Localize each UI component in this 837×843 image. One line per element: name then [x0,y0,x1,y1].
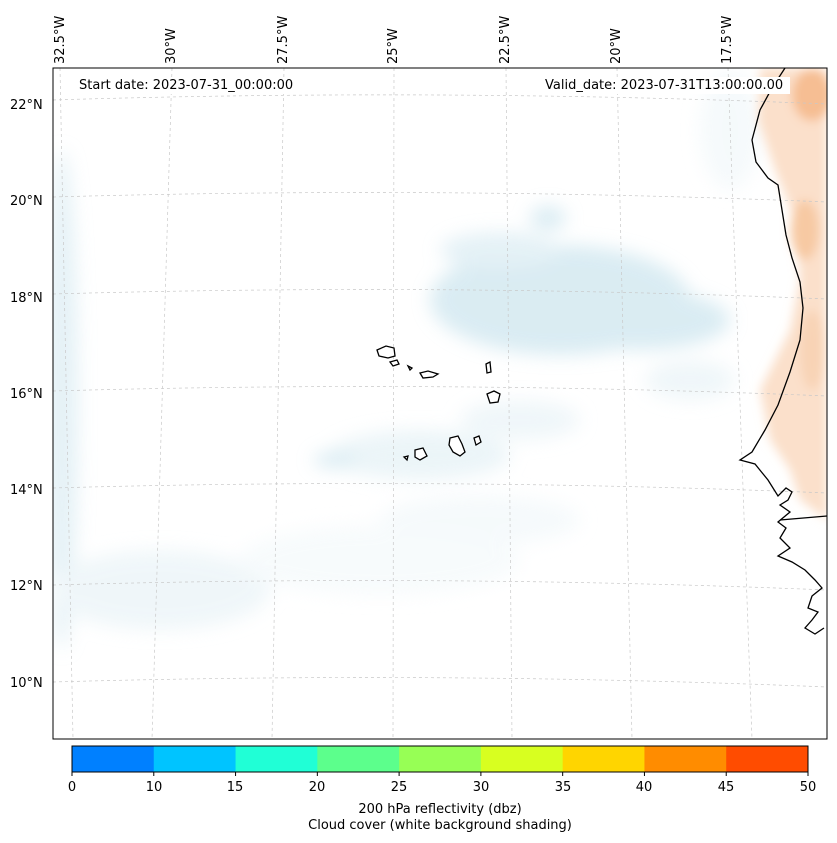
colorbar-tick-label: 10 [145,780,163,795]
start-date-label: Start date: 2023-07-31_00:00:00 [72,77,301,94]
colorbar-segment [399,746,482,772]
lat-label-14n: 14°N [10,483,43,498]
lon-label-20w: 20°W [609,28,624,64]
lat-label-16n: 16°N [10,387,43,402]
colorbar-segment [726,746,809,772]
lat-label-18n: 18°N [10,291,43,306]
cloud-cover-shading [53,70,760,650]
colorbar-tick-label: 20 [308,780,326,795]
colorbar-segment [235,746,318,772]
colorbar-tick-label: 35 [554,780,572,795]
colorbar-segment [562,746,645,772]
coastline-gambia [779,515,827,521]
colorbar [71,745,809,776]
lon-label-30w: 30°W [164,28,179,64]
coastline [738,68,825,635]
lon-label-32-5w: 32.5°W [53,15,68,64]
lon-label-17-5w: 17.5°W [720,15,735,64]
lat-label-12n: 12°N [10,579,43,594]
colorbar-segment [480,746,564,772]
colorbar-tick-label: 30 [472,780,490,795]
map-frame [52,67,828,740]
colorbar-title: 200 hPa reflectivity (dbz) [358,802,522,817]
lat-label-10n: 10°N [10,676,43,691]
colorbar-subtitle: Cloud cover (white background shading) [308,818,572,833]
map-gridlines [53,68,827,739]
lon-label-25w: 25°W [386,28,401,64]
colorbar-tick-label: 40 [635,780,653,795]
colorbar-tick-label: 25 [390,780,408,795]
colorbar-segment [644,746,727,772]
colorbar-tick-label: 15 [226,780,244,795]
lon-label-22-5w: 22.5°W [498,15,513,64]
colorbar-frame [71,745,809,773]
colorbar-tick-label: 0 [67,780,77,795]
colorbar-segment [72,746,155,772]
colorbar-segment [153,746,237,772]
colorbar-tick-label: 45 [717,780,735,795]
lat-label-22n: 22°N [10,98,43,113]
cape-verde-islands [376,345,501,462]
colorbar-tick-label: 50 [799,780,817,795]
valid-date-label: Valid_date: 2023-07-31T13:00:00.00 [538,77,791,94]
lat-label-20n: 20°N [10,194,43,209]
lon-label-27-5w: 27.5°W [276,15,291,64]
colorbar-segment [317,746,400,772]
land-reflectivity-shading [758,68,827,520]
